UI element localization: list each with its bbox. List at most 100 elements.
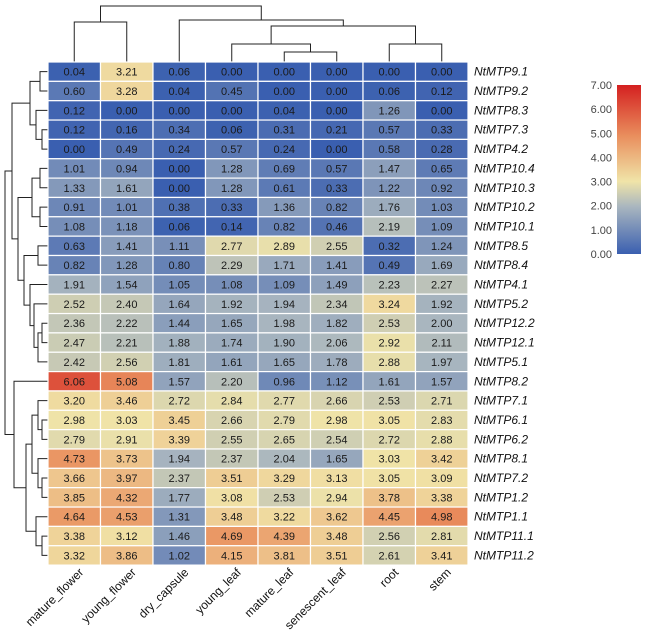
cell-value: 0.06 <box>221 125 242 137</box>
cell-value: 1.36 <box>274 202 295 214</box>
legend-tick-label: 2.00 <box>591 201 612 213</box>
cell-value: 3.81 <box>274 550 295 562</box>
cell-value: 0.06 <box>379 86 400 98</box>
cell-value: 2.20 <box>221 376 242 388</box>
cell-value: 3.32 <box>64 550 85 562</box>
cell-value: 3.09 <box>431 473 452 485</box>
cell-value: 0.00 <box>431 67 452 79</box>
cell-value: 1.08 <box>221 280 242 292</box>
cell-value: 2.55 <box>326 241 347 253</box>
cell-value: 2.53 <box>379 396 400 408</box>
dendrogram-link <box>73 21 128 62</box>
row-label: NtMTP8.1 <box>474 452 528 466</box>
cell-value: 1.92 <box>431 299 452 311</box>
cell-value: 2.88 <box>431 434 452 446</box>
column-label: dry_capsule <box>136 565 192 621</box>
legend-color-bar <box>617 85 641 254</box>
row-labels: NtMTP9.1 NtMTP9.2 NtMTP8.3 NtMTP7.3 NtMTP4.2… <box>474 65 535 563</box>
cell-value: 0.06 <box>169 221 190 233</box>
row-label: NtMTP9.1 <box>474 65 528 79</box>
cell-value: 2.21 <box>116 338 137 350</box>
cell-value: 0.65 <box>431 163 452 175</box>
cell-value: 2.22 <box>116 318 137 330</box>
dendrogram-link <box>231 43 311 62</box>
dendrogram-link <box>41 129 48 150</box>
cell-value: 2.92 <box>379 338 400 350</box>
cell-value: 2.79 <box>64 434 85 446</box>
dendrogram-link <box>37 332 48 363</box>
cell-value: 3.13 <box>326 473 347 485</box>
cell-value: 2.56 <box>379 531 400 543</box>
cell-value: 3.46 <box>116 396 137 408</box>
cell-value: 1.33 <box>64 183 85 195</box>
cell-value: 3.38 <box>64 531 85 543</box>
cell-value: 2.54 <box>326 434 347 446</box>
cell-value: 2.06 <box>326 338 347 350</box>
cell-value: 0.63 <box>64 241 85 253</box>
column-label: stem <box>426 565 454 593</box>
cell-value: 1.28 <box>221 163 242 175</box>
cell-value: 0.57 <box>221 144 242 156</box>
cell-value: 1.74 <box>221 338 242 350</box>
cell-value: 2.55 <box>221 434 242 446</box>
cell-value: 1.28 <box>221 183 242 195</box>
cell-value: 2.37 <box>169 473 190 485</box>
cell-value: 3.28 <box>116 86 137 98</box>
cell-value: 2.79 <box>274 415 295 427</box>
cell-value: 3.03 <box>116 415 137 427</box>
cell-value: 1.65 <box>326 454 347 466</box>
cell-value: 1.61 <box>379 376 400 388</box>
cell-value: 0.46 <box>326 221 347 233</box>
cell-value: 4.32 <box>116 492 137 504</box>
cell-value: 1.69 <box>431 260 452 272</box>
cell-value: 4.53 <box>116 512 137 524</box>
cell-value: 1.01 <box>116 202 137 214</box>
cell-value: 2.53 <box>379 318 400 330</box>
cell-value: 3.51 <box>221 473 242 485</box>
cell-value: 1.01 <box>64 163 85 175</box>
dendrogram-link <box>37 245 48 266</box>
column-label: mature_leaf <box>242 565 297 620</box>
row-label: NtMTP6.2 <box>474 432 528 446</box>
cell-value: 0.24 <box>274 144 295 156</box>
cell-value: 0.96 <box>274 376 295 388</box>
cell-value: 6.06 <box>64 376 85 388</box>
cell-value: 0.00 <box>326 67 347 79</box>
dendrogram-link <box>31 414 38 474</box>
cell-value: 3.21 <box>116 67 137 79</box>
dendrogram-link <box>29 284 48 327</box>
heatmap-cell <box>414 545 469 566</box>
cell-value: 3.42 <box>431 454 452 466</box>
row-label: NtMTP4.2 <box>474 142 528 156</box>
cell-value: 0.00 <box>221 105 242 117</box>
cell-value: 2.65 <box>274 434 295 446</box>
row-label: NtMTP1.1 <box>474 510 528 524</box>
cell-value: 0.60 <box>64 86 85 98</box>
cell-value: 2.83 <box>431 415 452 427</box>
cell-value: 1.09 <box>431 221 452 233</box>
cell-value: 0.58 <box>379 144 400 156</box>
legend-tick-label: 6.00 <box>591 104 612 116</box>
row-label: NtMTP10.3 <box>474 181 535 195</box>
cell-value: 2.00 <box>431 318 452 330</box>
cell-value: 0.33 <box>431 125 452 137</box>
cell-value: 0.06 <box>169 67 190 79</box>
column-label: root <box>377 565 402 590</box>
cell-value: 0.04 <box>274 105 295 117</box>
cell-value: 3.05 <box>379 415 400 427</box>
dendrogram-link <box>4 170 14 435</box>
cell-value: 0.49 <box>116 144 137 156</box>
cell-value: 3.22 <box>274 512 295 524</box>
cell-value: 1.77 <box>169 492 190 504</box>
cell-value: 2.84 <box>221 396 242 408</box>
cell-value: 0.00 <box>326 105 347 117</box>
cell-value: 1.57 <box>431 376 452 388</box>
row-label: NtMTP5.2 <box>474 297 528 311</box>
row-label: NtMTP4.1 <box>474 278 528 292</box>
cell-value: 3.62 <box>326 512 347 524</box>
cell-value: 2.52 <box>64 299 85 311</box>
dendrogram-link <box>33 303 48 348</box>
heatmap-cells <box>47 61 469 566</box>
cell-value: 1.28 <box>116 260 137 272</box>
